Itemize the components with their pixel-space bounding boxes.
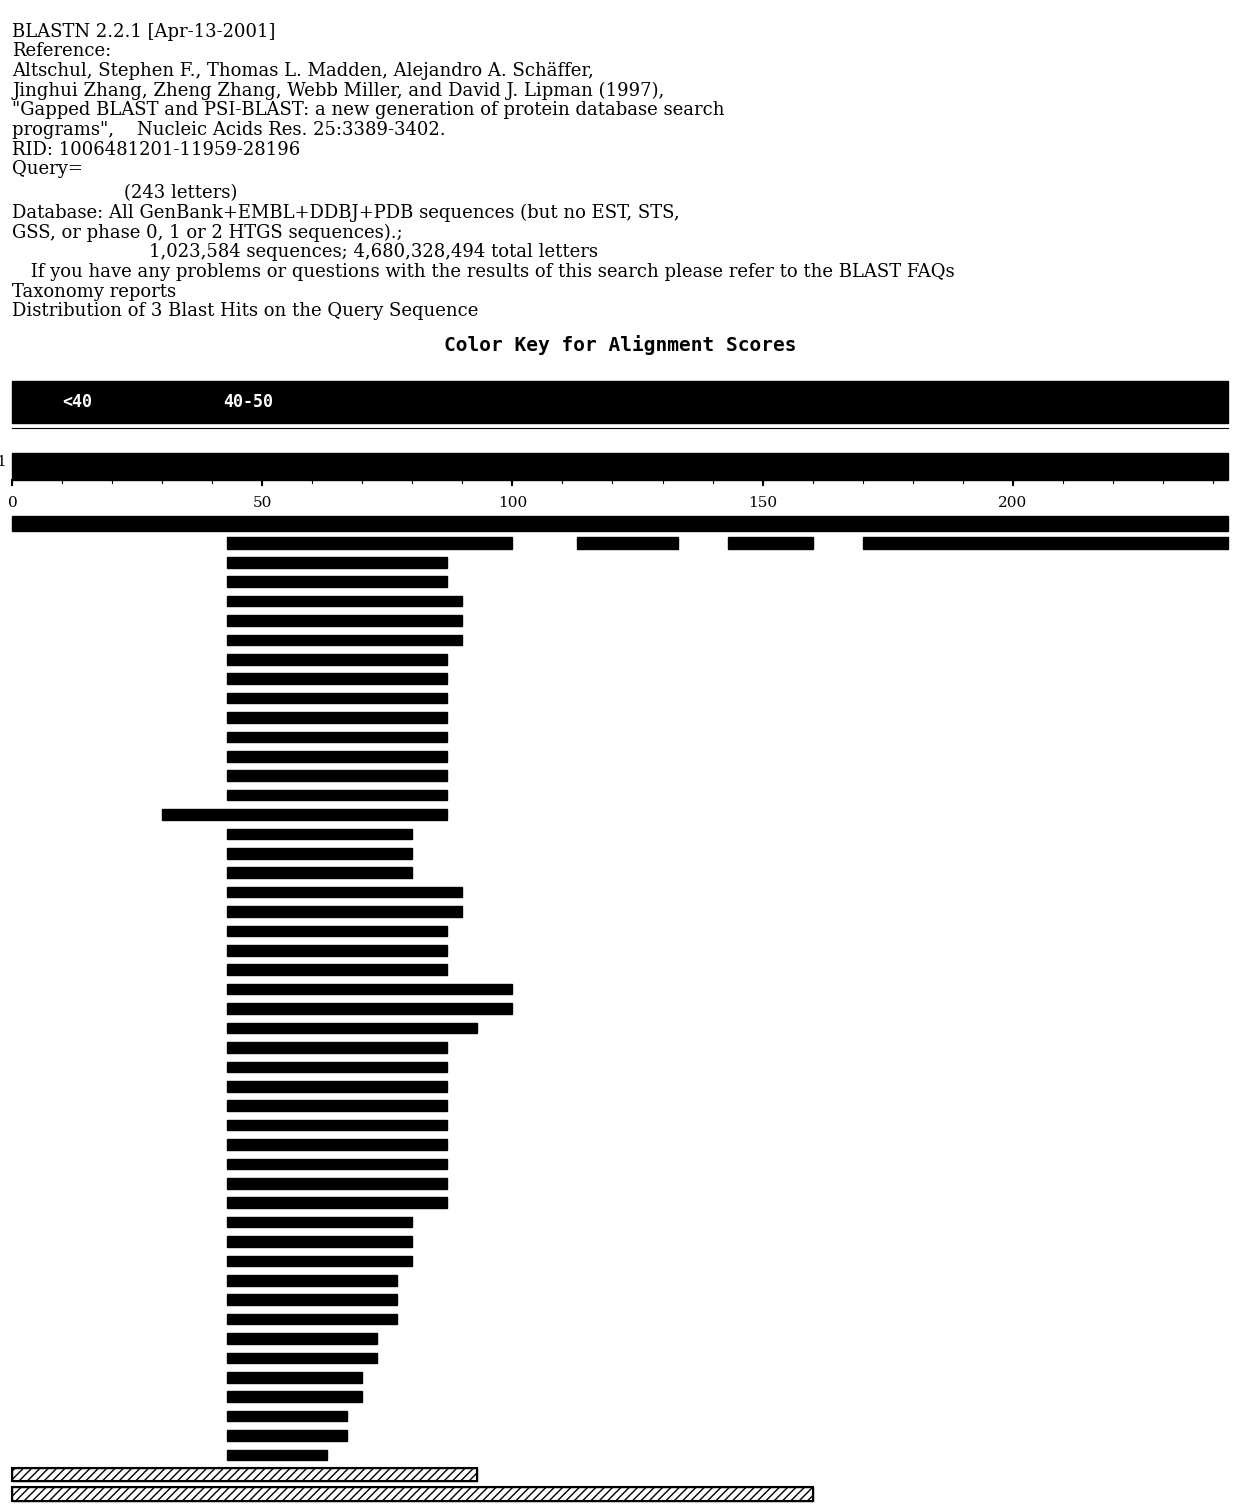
Bar: [227, 1080, 448, 1091]
Text: Database: All GenBank+EMBL+DDBJ+PDB sequences (but no EST, STS,: Database: All GenBank+EMBL+DDBJ+PDB sequ…: [12, 204, 680, 222]
Text: GSS, or phase 0, 1 or 2 HTGS sequences).;: GSS, or phase 0, 1 or 2 HTGS sequences).…: [12, 224, 403, 242]
Text: "Gapped BLAST and PSI-BLAST: a new generation of protein database search: "Gapped BLAST and PSI-BLAST: a new gener…: [12, 101, 725, 119]
Text: Distribution of 3 Blast Hits on the Query Sequence: Distribution of 3 Blast Hits on the Quer…: [12, 302, 479, 320]
Bar: [227, 867, 413, 878]
Bar: [227, 1139, 448, 1150]
Text: 100: 100: [497, 496, 527, 509]
Bar: [227, 576, 448, 586]
Bar: [227, 1275, 398, 1286]
Text: 0: 0: [7, 496, 17, 509]
Bar: [227, 654, 448, 665]
Bar: [227, 1179, 448, 1189]
Bar: [728, 536, 812, 548]
Bar: [227, 1003, 512, 1014]
Bar: [227, 887, 463, 898]
Bar: [227, 694, 448, 704]
Bar: [12, 381, 1228, 423]
Bar: [227, 558, 448, 568]
Bar: [227, 1023, 477, 1034]
Bar: [227, 907, 463, 917]
Text: BLASTN 2.2.1 [Apr-13-2001]: BLASTN 2.2.1 [Apr-13-2001]: [12, 23, 275, 41]
Text: Jinghui Zhang, Zheng Zhang, Webb Miller, and David J. Lipman (1997),: Jinghui Zhang, Zheng Zhang, Webb Miller,…: [12, 82, 665, 100]
Bar: [227, 674, 448, 684]
Bar: [12, 1487, 812, 1500]
Bar: [227, 536, 512, 548]
Bar: [227, 1372, 362, 1383]
Text: 40-50: 40-50: [223, 393, 273, 411]
Bar: [227, 595, 463, 606]
Text: Reference:: Reference:: [12, 42, 112, 60]
Bar: [227, 1392, 362, 1402]
Bar: [162, 810, 448, 820]
Bar: [227, 1313, 398, 1324]
Text: 1: 1: [0, 455, 6, 470]
Bar: [227, 1043, 448, 1053]
Text: Altschul, Stephen F., Thomas L. Madden, Alejandro A. Schäffer,: Altschul, Stephen F., Thomas L. Madden, …: [12, 62, 594, 80]
Bar: [227, 1120, 448, 1130]
Bar: [227, 635, 463, 645]
Bar: [227, 1159, 448, 1170]
Bar: [227, 1333, 377, 1343]
Text: <40: <40: [62, 393, 92, 411]
Text: 200: 200: [998, 496, 1027, 509]
Text: If you have any problems or questions with the results of this search please ref: If you have any problems or questions wi…: [25, 263, 955, 281]
Bar: [227, 1062, 448, 1073]
Bar: [227, 1352, 377, 1363]
Bar: [227, 1216, 413, 1227]
Bar: [227, 1431, 347, 1441]
Bar: [578, 536, 677, 548]
Text: 50: 50: [253, 496, 272, 509]
Bar: [227, 984, 512, 994]
Text: (243 letters): (243 letters): [124, 184, 237, 202]
Bar: [227, 944, 448, 955]
Bar: [12, 453, 1228, 480]
Bar: [227, 615, 463, 626]
Bar: [227, 926, 448, 937]
Text: Query=: Query=: [12, 160, 83, 178]
Bar: [227, 1236, 413, 1247]
Bar: [12, 1467, 477, 1481]
Text: Taxonomy reports: Taxonomy reports: [12, 283, 176, 301]
Bar: [227, 731, 448, 742]
Bar: [227, 1295, 398, 1306]
Text: 1,023,584 sequences; 4,680,328,494 total letters: 1,023,584 sequences; 4,680,328,494 total…: [149, 243, 598, 261]
Bar: [227, 964, 448, 975]
Bar: [227, 828, 413, 839]
Bar: [227, 1449, 327, 1460]
Text: RID: 1006481201-11959-28196: RID: 1006481201-11959-28196: [12, 141, 300, 159]
Bar: [227, 1197, 448, 1207]
Bar: [863, 536, 1228, 548]
Bar: [12, 1487, 812, 1500]
Bar: [227, 751, 448, 762]
Text: Color Key for Alignment Scores: Color Key for Alignment Scores: [444, 335, 796, 355]
Bar: [227, 1100, 448, 1111]
Bar: [12, 1467, 477, 1481]
Bar: [227, 771, 448, 781]
Text: programs",    Nucleic Acids Res. 25:3389-3402.: programs", Nucleic Acids Res. 25:3389-34…: [12, 121, 446, 139]
Text: 150: 150: [748, 496, 777, 509]
Bar: [227, 848, 413, 858]
Bar: [227, 712, 448, 722]
Bar: [227, 790, 448, 801]
Bar: [227, 1256, 413, 1266]
Bar: [227, 1411, 347, 1422]
Bar: [12, 515, 1228, 530]
